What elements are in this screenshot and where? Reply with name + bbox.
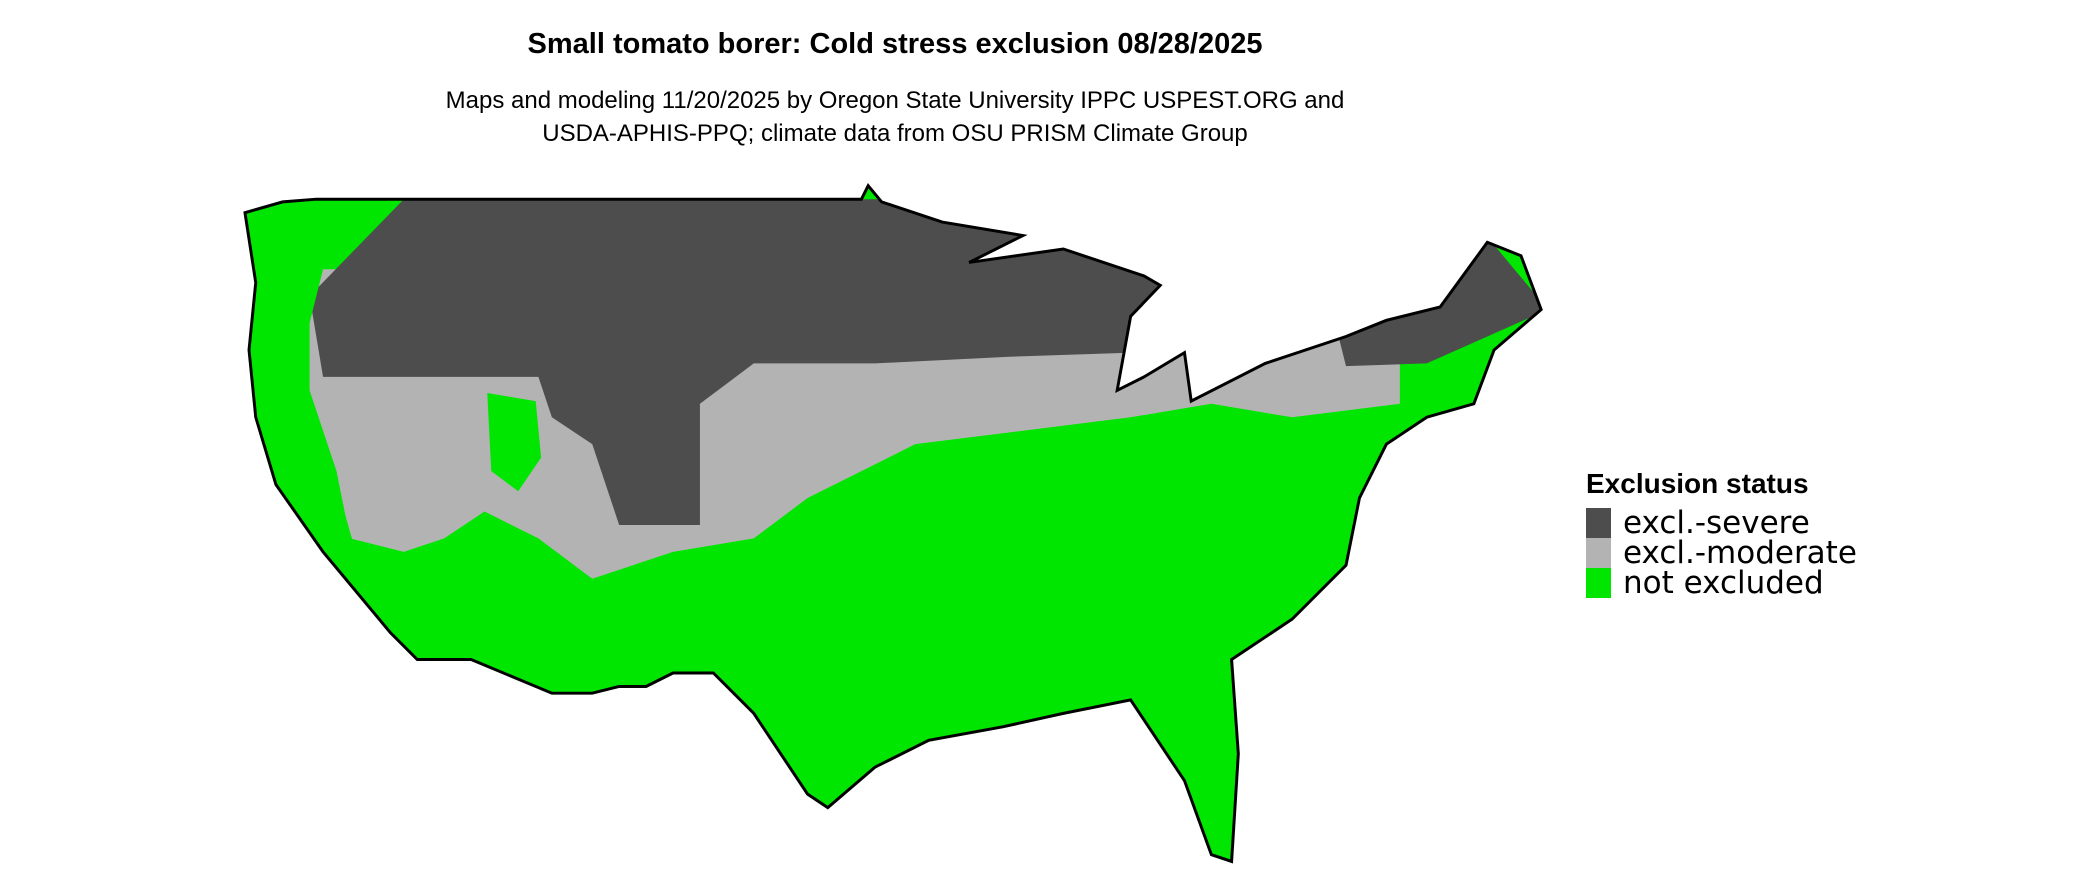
legend-item-not-excluded: not excluded: [1586, 565, 1857, 601]
legend-label: excl.-moderate: [1623, 535, 1857, 571]
chart-subtitle: Maps and modeling 11/20/2025 by Oregon S…: [0, 84, 1790, 150]
legend-swatch-not-excluded: [1586, 568, 1611, 598]
legend-item-severe: excl.-severe: [1586, 505, 1857, 541]
subtitle-line-2: USDA-APHIS-PPQ; climate data from OSU PR…: [542, 120, 1248, 147]
legend-label: not excluded: [1623, 565, 1824, 601]
severe-exclusion-area: [309, 199, 1542, 525]
legend: Exclusion status excl.-severe excl.-mode…: [1586, 468, 1857, 601]
legend-label: excl.-severe: [1623, 505, 1810, 541]
legend-swatch-moderate: [1586, 538, 1611, 568]
subtitle-line-1: Maps and modeling 11/20/2025 by Oregon S…: [445, 87, 1345, 114]
legend-title: Exclusion status: [1586, 468, 1809, 499]
legend-swatch-severe: [1586, 508, 1611, 538]
legend-item-moderate: excl.-moderate: [1586, 535, 1857, 571]
not-excluded-utah: [487, 393, 542, 492]
chart-title: Small tomato borer: Cold stress exclusio…: [527, 28, 1263, 60]
